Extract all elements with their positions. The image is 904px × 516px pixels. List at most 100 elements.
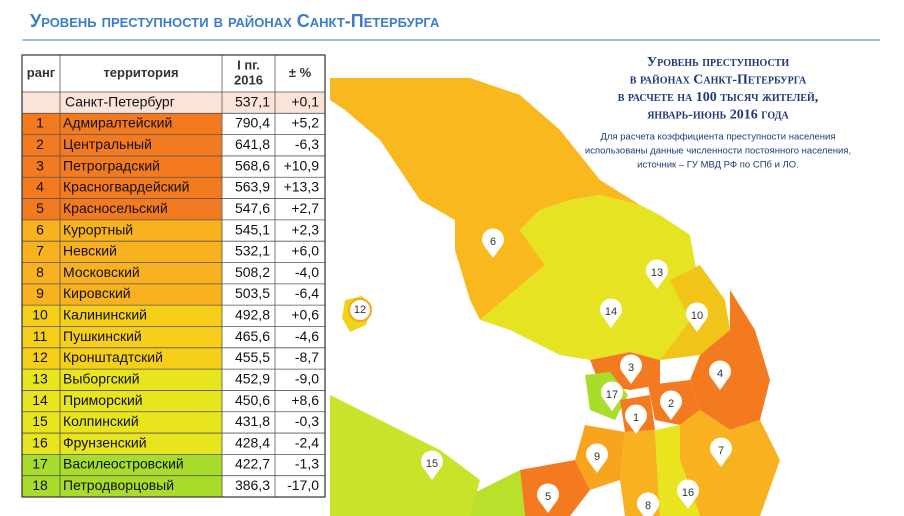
rank: 12 [32,349,48,365]
marker-label: 17 [606,389,618,401]
map-note: использованы данные численности постоянн… [585,146,851,157]
rank: 13 [32,370,48,386]
rank: 14 [32,392,48,408]
marker-label: 10 [691,310,703,322]
marker [677,479,700,509]
table-cell [222,113,325,135]
value: 547,6 [235,200,270,216]
territory: Петродворцовый [63,477,174,493]
table-cell [222,198,325,220]
table-cell [222,433,325,455]
table-row [22,369,222,391]
change: -9,0 [295,370,319,386]
map-note: источник – ГУ МВД РФ по СПб и ЛО. [637,160,799,171]
marker-label: 2 [668,398,674,410]
value: 641,8 [235,136,270,152]
table-cell [222,390,325,412]
marker [601,381,624,411]
district [480,195,700,360]
table-row [22,390,222,412]
marker-label: 8 [645,500,651,512]
total-row [22,92,325,114]
territory: Выборгский [63,370,140,386]
marker [482,228,505,258]
table-cell [222,283,325,306]
change: -0,3 [295,413,319,429]
table-row [22,347,222,370]
change: -8,7 [295,349,319,365]
district [690,290,770,430]
map-heading: январь-июнь 2016 года [647,108,789,123]
territory: Петроградский [63,157,160,173]
marker [625,404,648,434]
table-row [22,326,222,348]
value: 790,4 [235,115,270,131]
territory: Приморский [63,392,143,408]
table-row [22,433,222,455]
table-cell [222,219,325,242]
table-row [22,219,222,242]
table-row [22,262,222,284]
page-title: Уровень преступности в районах Санкт-Пет… [30,11,440,31]
value: 568,6 [235,157,270,173]
table-cell [222,326,325,348]
value: 422,7 [235,456,270,472]
territory: Московский [63,264,140,280]
table-cell [222,411,325,434]
rank: 9 [36,285,44,301]
table-row [22,241,222,263]
marker [348,298,372,322]
value: 452,9 [235,370,270,386]
marker [600,298,622,328]
change: +0,6 [291,307,319,323]
district [680,410,780,516]
marker [686,302,709,332]
value: 537,1 [235,93,270,109]
marker-label: 9 [594,451,600,463]
column-header: ± % [289,65,312,80]
table-frame [21,54,326,498]
marker [586,443,608,473]
territory: Кировский [63,285,131,301]
marker [637,492,659,516]
change: +2,7 [291,200,319,216]
change: +5,2 [291,115,319,131]
table-row [22,283,222,306]
rank: 6 [36,221,44,237]
marker [620,354,642,384]
table-cell [222,369,325,391]
change: -4,0 [295,264,319,280]
value: 492,8 [235,307,270,323]
change: -1,3 [295,456,319,472]
column-header: I пг. [237,57,260,72]
table-cell [222,454,325,476]
change: -17,0 [287,477,319,493]
rank: 1 [36,115,44,131]
territory: Калининский [63,307,147,323]
table-cell [222,305,325,327]
table-cell [222,134,325,156]
marker-label: 15 [426,458,438,470]
rank: 4 [36,179,44,195]
change: +0,1 [291,93,319,109]
change: +13,3 [284,179,320,195]
table-cell [222,177,325,199]
header-row [22,55,325,92]
table: ранг территория I пг.2016 ± % Санкт-Петербур… [21,54,326,498]
value: 386,3 [235,477,270,493]
value: 545,1 [235,221,270,237]
table-cell [222,262,325,284]
rank: 11 [33,328,48,344]
marker-label: 14 [605,306,617,318]
table-cell [222,347,325,370]
change: -4,6 [295,328,319,344]
value: 503,5 [235,285,270,301]
table-row [22,411,222,434]
table-cell [222,241,325,263]
table-row [22,177,222,199]
rank: 17 [32,456,48,472]
value: 563,9 [235,179,270,195]
table-row [22,305,222,327]
